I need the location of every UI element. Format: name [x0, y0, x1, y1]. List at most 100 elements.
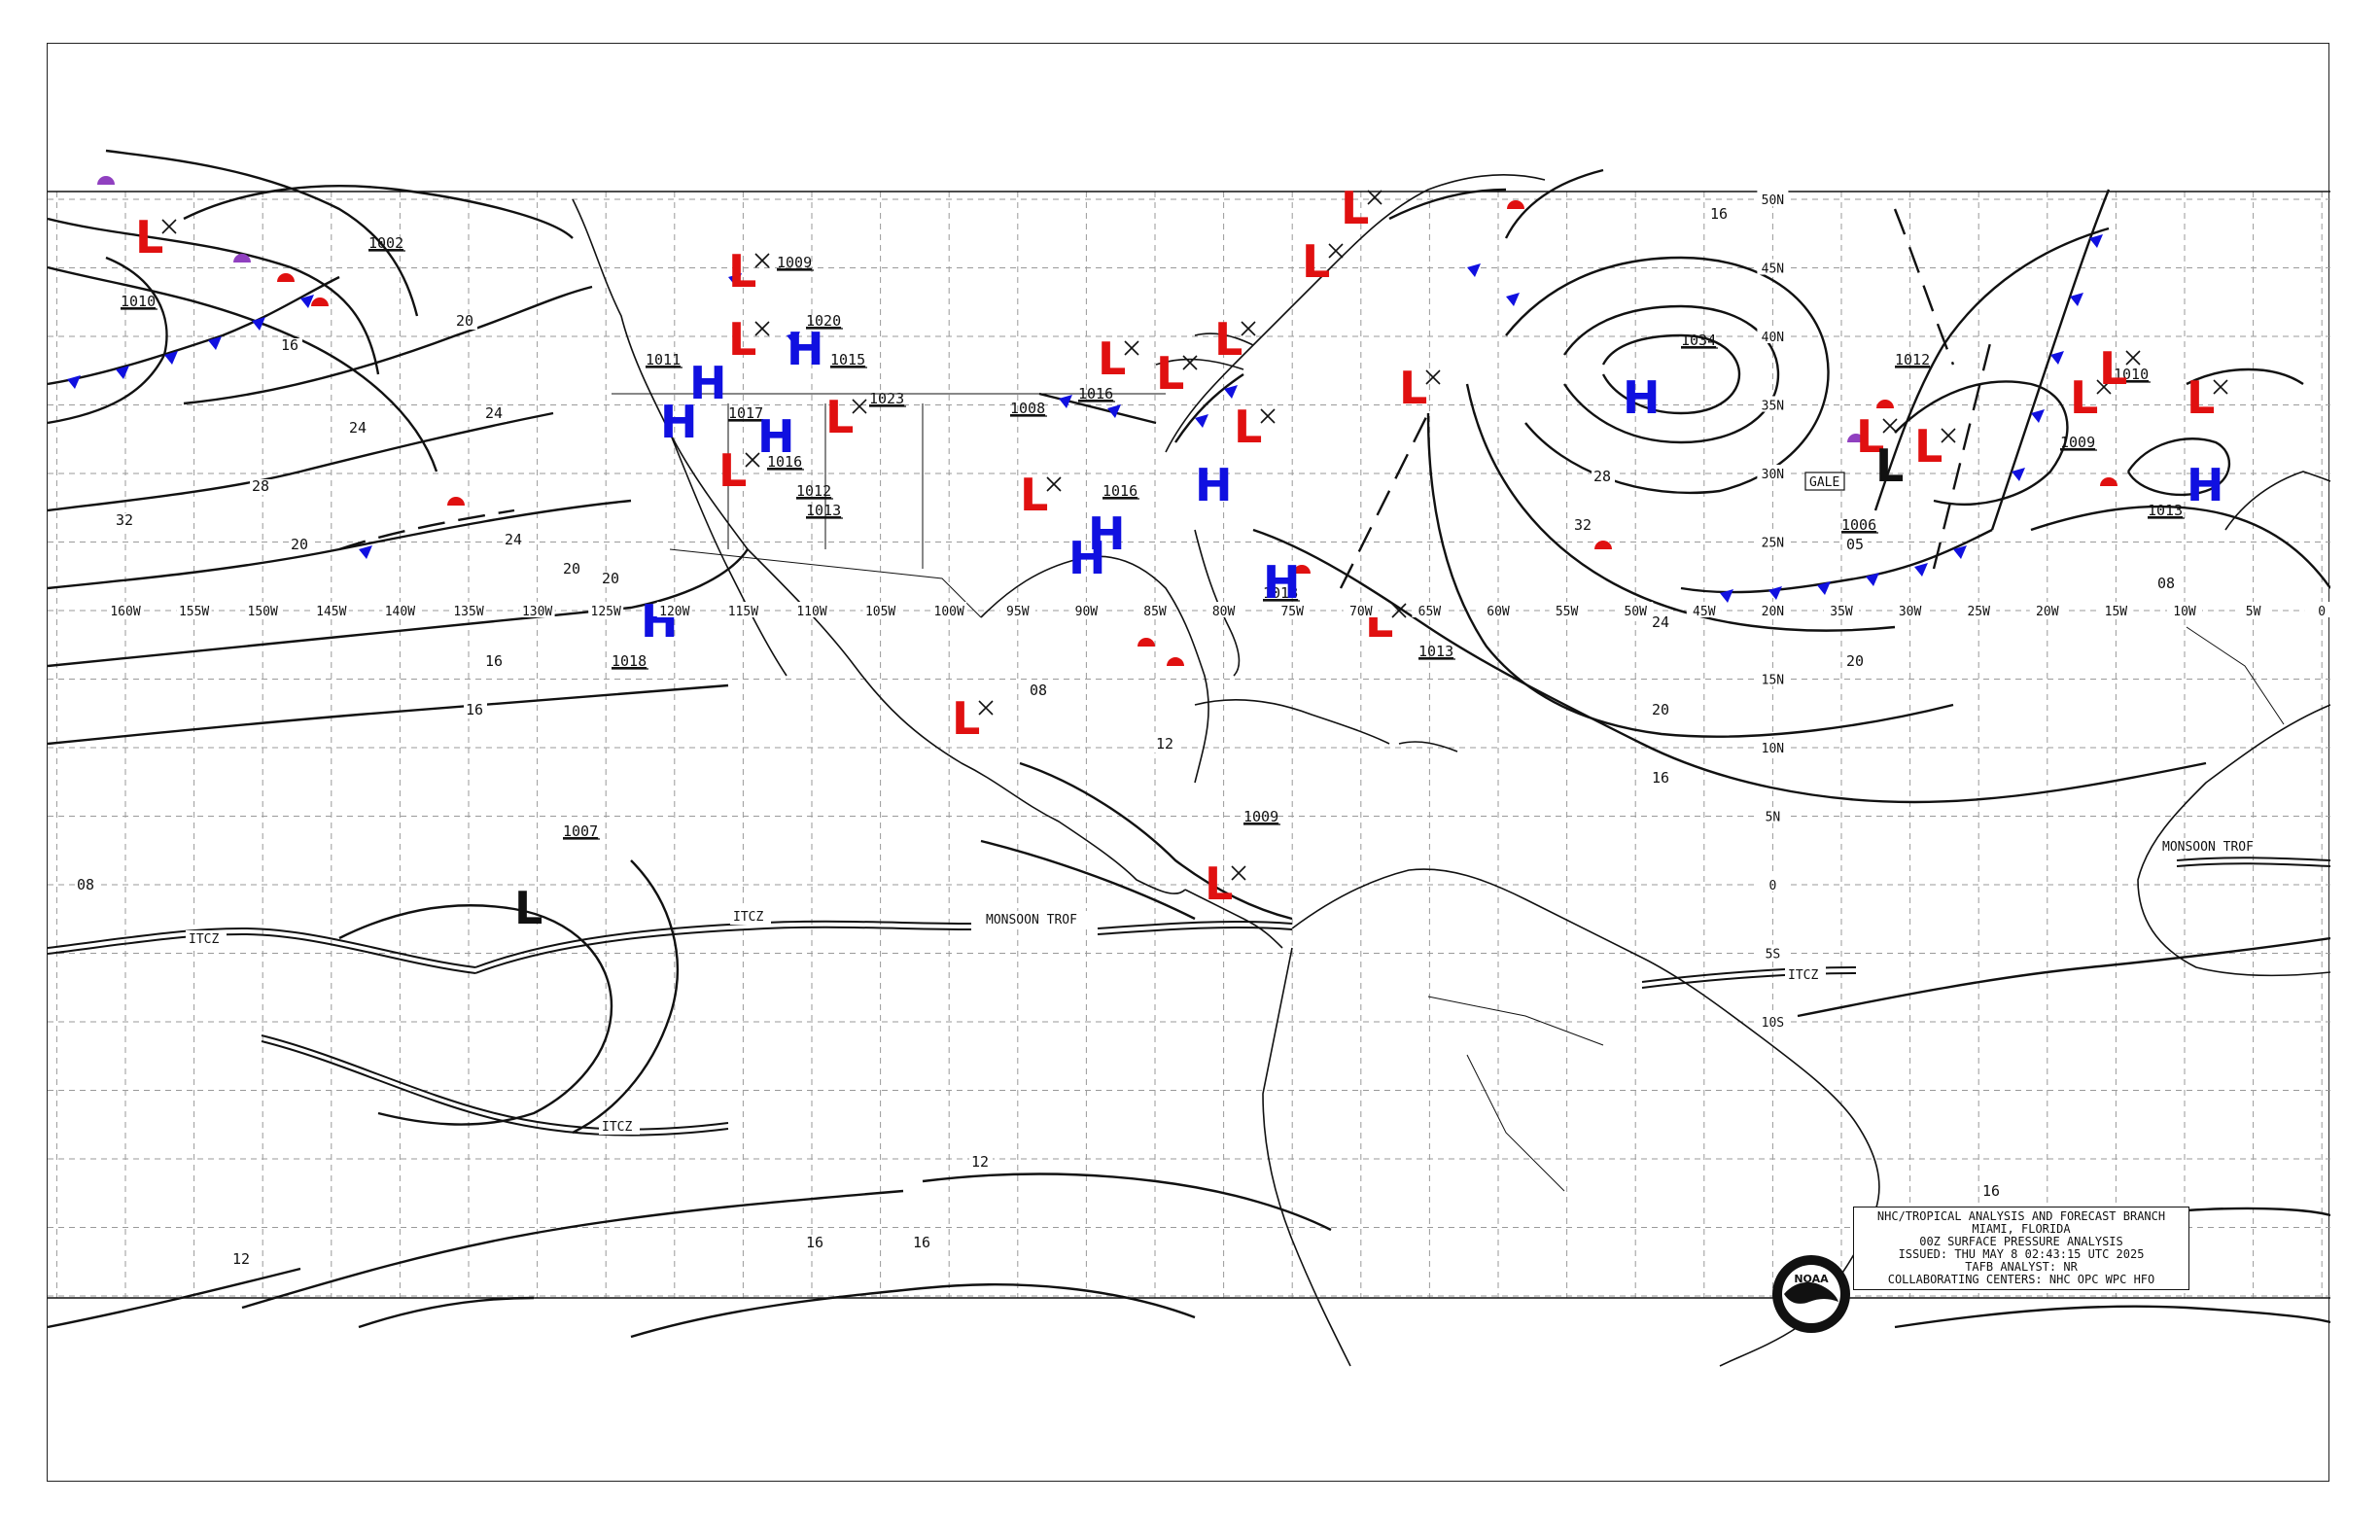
feature-label: ITCZ: [602, 1120, 632, 1135]
high-pressure-center: H: [1263, 556, 1301, 609]
lon-label: 15W: [2105, 605, 2128, 619]
low-center-x: [1260, 408, 1276, 424]
contour-label-bg: [1980, 1184, 2004, 1200]
cold-front-triangle: [2070, 293, 2083, 306]
latitude-labels: 50N 45N 40N 35N 30N 25N 20N 15N 10N 5N 0 5S 10S: [1757, 191, 1789, 1031]
lat-label-bg: [1757, 533, 1789, 549]
isobars: [48, 149, 2330, 1339]
pressure-value-label: 1016: [1102, 482, 1138, 500]
lon-label-bg: [2167, 602, 2202, 617]
pressure-value-label: 1010: [121, 293, 156, 310]
low-pressure-center: L: [825, 391, 854, 443]
feature-label: GALE: [1809, 475, 1839, 490]
contour-value-label: 24: [1652, 613, 1669, 631]
contour-value-label: 16: [1982, 1182, 2000, 1200]
pressure-value-label: 1016: [767, 453, 802, 471]
pressure-value-label: 1009: [777, 254, 812, 271]
low-pressure-center: L: [728, 245, 756, 298]
lon-label: 160W: [110, 605, 140, 619]
lon-label-bg: [1138, 602, 1172, 617]
low-center-x: [161, 219, 177, 234]
contour-value-label: 16: [281, 336, 298, 354]
lat-label: 40N: [1762, 331, 1784, 345]
lon-label: 85W: [1143, 605, 1167, 619]
pressure-value-label: 1007: [563, 822, 598, 840]
low-pressure-center: L: [952, 692, 980, 745]
africa-west: [2137, 704, 2330, 977]
contour-label-bg: [279, 338, 302, 354]
lat-label: 15N: [1762, 674, 1784, 688]
lon-label-bg: [382, 602, 418, 617]
low-center-x: [1182, 355, 1198, 370]
lat-label-bg: [1757, 465, 1789, 480]
contour-value-label: 28: [1593, 468, 1611, 485]
contour-labels: 16 20 24 28 32 20 24 20 16 08 12 16 20 24 28 32 24 20 16 12…: [75, 205, 2179, 1268]
lon-label-bg: [2235, 602, 2271, 617]
lon-label: 60W: [1487, 605, 1510, 619]
contour-value-label: 16: [466, 701, 483, 718]
contour-value-label: 12: [971, 1153, 989, 1171]
cuba: [1194, 699, 1390, 745]
low-pressure-center: L: [1914, 420, 1942, 472]
lon-label-bg: [1068, 602, 1104, 617]
pressure-value-label: 1013: [2148, 502, 2183, 519]
low-center-x: [1241, 321, 1256, 336]
iberia: [2224, 471, 2330, 531]
warm-front-semicircle: [1167, 657, 1184, 666]
warm-front-semicircle: [1594, 541, 1612, 549]
lon-label-bg: [519, 602, 555, 617]
contour-value-label: 24: [485, 404, 503, 422]
warm-front-semicircle: [447, 497, 465, 506]
contour-label-bg: [1844, 654, 1868, 670]
contour-label-bg: [454, 314, 477, 330]
lon-label: 35W: [1830, 605, 1853, 619]
contour-value-label: 20: [291, 536, 308, 553]
low-center-x: [1425, 369, 1441, 385]
lon-label: 125W: [591, 605, 621, 619]
feature-label: ITCZ: [1788, 968, 1818, 983]
lon-label: 65W: [1418, 605, 1442, 619]
pressure-value-label: 1009: [1243, 808, 1278, 825]
contour-label-bg: [114, 513, 137, 529]
cold-front-triangle: [67, 375, 81, 389]
occluded-front-semicircle: [233, 254, 251, 262]
lat-label: 5N: [1766, 811, 1781, 825]
low-center-x: [1882, 418, 1898, 434]
cold-front-triangle: [1768, 586, 1782, 600]
low-pressure-center: L: [1020, 469, 1048, 521]
lon-label: 100W: [934, 605, 964, 619]
lon-label: 110W: [796, 605, 826, 619]
cold-front-triangle: [1467, 263, 1481, 277]
lat-label: 50N: [1762, 193, 1784, 208]
low-center-x: [754, 321, 770, 336]
low-pressure-center: L: [1156, 347, 1184, 400]
contour-label-bg: [1592, 470, 1615, 485]
feature-label-bg: [730, 908, 771, 925]
lat-label-bg: [1757, 670, 1789, 686]
pressure-value-label: 1013: [1418, 643, 1453, 660]
low-pressure-center: L: [1856, 410, 1884, 463]
lat-label-bg: [1757, 739, 1789, 754]
warm-front-semicircle: [277, 273, 295, 282]
lon-label-bg: [931, 602, 967, 617]
cold-front-triangle: [1817, 581, 1831, 595]
lat-label-bg: [1757, 602, 1789, 617]
contour-label-bg: [1028, 683, 1051, 699]
lon-label: 55W: [1556, 605, 1579, 619]
credit-line-3: 00Z SURFACE PRESSURE ANALYSIS: [1919, 1235, 2123, 1248]
contour-label-bg: [1650, 703, 1673, 718]
lon-label: 155W: [179, 605, 209, 619]
high-pressure-center: H: [757, 410, 795, 463]
high-pressure-center: H: [1088, 508, 1126, 560]
florida: [1194, 529, 1241, 677]
contour-label-bg: [804, 1236, 827, 1251]
lon-label-bg: [2098, 602, 2134, 617]
feature-label: MONSOON TROF: [2162, 840, 2254, 855]
lat-label: 35N: [1762, 400, 1784, 414]
lat-label-bg: [1757, 876, 1789, 892]
low-pressure-center-tropical: L: [1875, 439, 1904, 492]
cold-front-triangle: [2050, 351, 2064, 365]
low-center-x: [1367, 190, 1382, 205]
contour-value-label: 20: [602, 570, 619, 587]
troughs: [338, 208, 1994, 589]
